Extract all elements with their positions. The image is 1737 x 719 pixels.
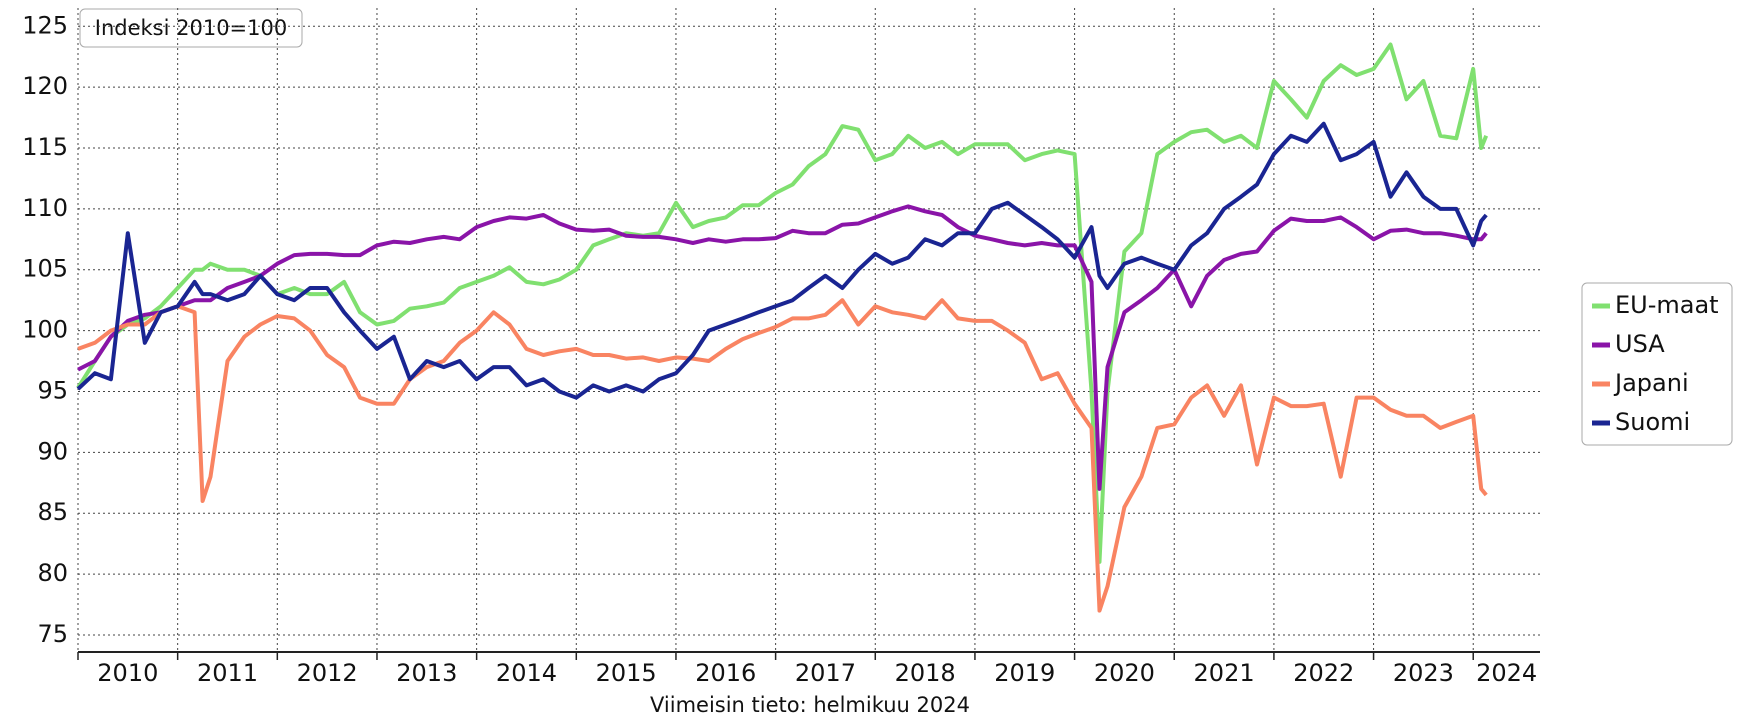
x-tick-label: 2017	[795, 659, 856, 687]
chart-title: Indeksi 2010=100	[95, 16, 288, 40]
y-tick-label: 115	[22, 133, 68, 161]
x-tick-label: 2019	[994, 659, 1055, 687]
y-tick-label: 90	[37, 437, 68, 465]
x-tick-label: 2010	[97, 659, 158, 687]
x-tick-label: 2016	[695, 659, 756, 687]
line-series	[77, 204, 1488, 491]
line-series	[76, 121, 1488, 400]
x-tick-label: 2021	[1194, 659, 1255, 687]
y-tick-label: 125	[22, 11, 68, 39]
x-tick-label: 2024	[1476, 659, 1537, 687]
x-tick-label: 2014	[496, 659, 557, 687]
legend-label: USA	[1615, 330, 1665, 358]
y-tick-label: 120	[22, 72, 68, 100]
footer: Viimeisin tieto: helmikuu 2024	[650, 693, 970, 717]
y-tick-label: 95	[37, 376, 68, 404]
legend-box	[1581, 282, 1733, 446]
y-tick-label: 75	[37, 620, 68, 648]
y-tick-label: 85	[37, 498, 68, 526]
legend-label: EU-maat	[1615, 291, 1719, 319]
y-tick-label: 100	[22, 316, 68, 344]
x-tick-label: 2013	[396, 659, 457, 687]
x-tick-label: 2011	[197, 659, 258, 687]
x-tick-label: 2018	[895, 659, 956, 687]
legend-label: Suomi	[1615, 408, 1690, 436]
title-box	[79, 8, 303, 48]
x-tick-label: 2020	[1094, 659, 1155, 687]
y-tick-label: 105	[22, 255, 68, 283]
x-tick-label: 2023	[1393, 659, 1454, 687]
x-tick-label: 2015	[596, 659, 657, 687]
y-tick-label: 80	[37, 559, 68, 587]
line-series	[77, 298, 1488, 613]
y-tick-label: 110	[22, 194, 68, 222]
x-tick-label: 2012	[297, 659, 358, 687]
legend-label: Japani	[1613, 369, 1689, 397]
x-tick-label: 2022	[1293, 659, 1354, 687]
